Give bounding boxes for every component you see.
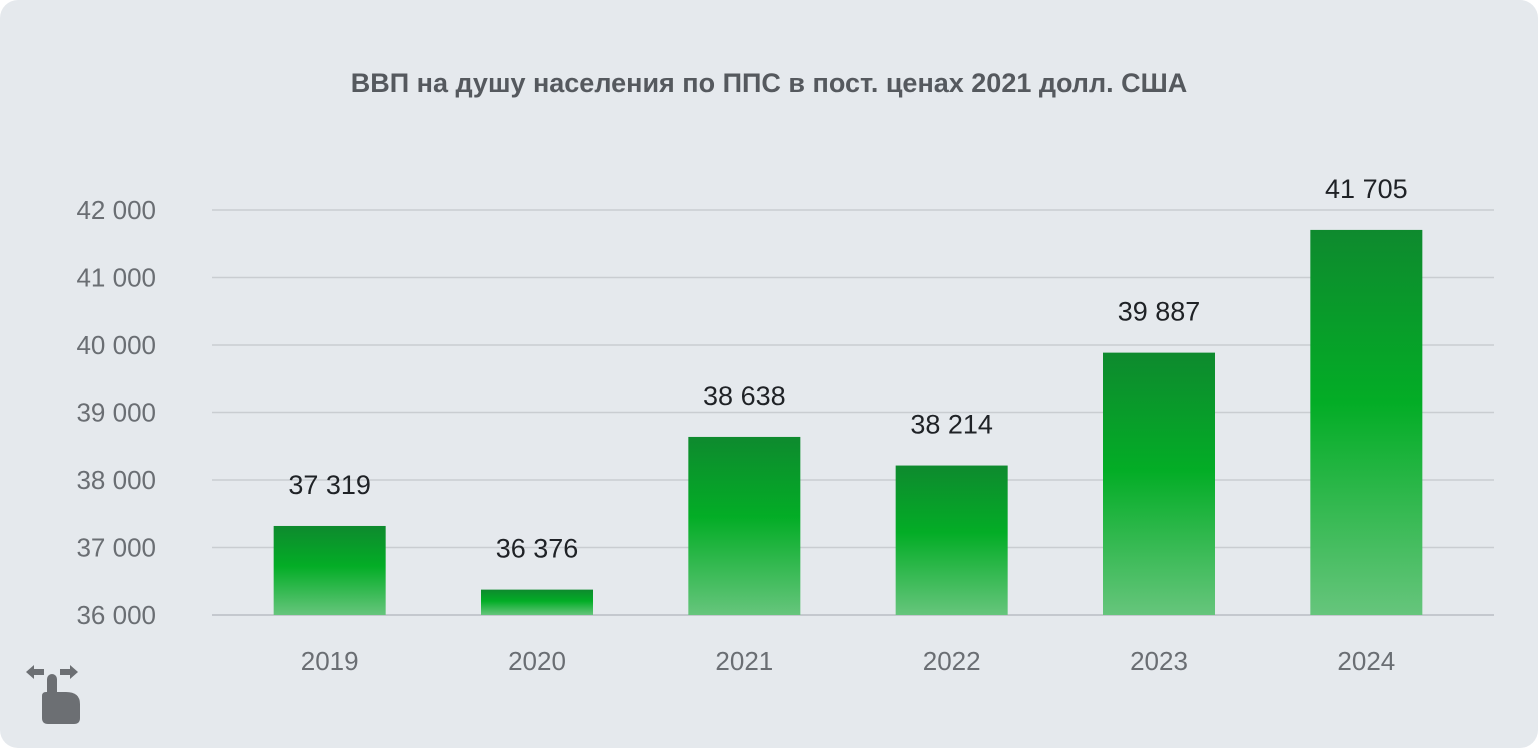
bar-2023 xyxy=(1103,352,1215,615)
y-tick-label: 42 000 xyxy=(76,195,156,225)
value-label-2020: 36 376 xyxy=(496,534,579,564)
chart-title: ВВП на душу населения по ППС в пост. цен… xyxy=(350,68,1188,98)
x-tick-label-2020: 2020 xyxy=(508,646,566,676)
value-label-2023: 39 887 xyxy=(1118,297,1201,327)
y-axis-ticks: 36 000 37 000 38 000 39 000 40 000 41 000 42 0… xyxy=(76,195,156,630)
value-label-2024: 41 705 xyxy=(1325,174,1408,204)
x-tick-label-2023: 2023 xyxy=(1130,646,1188,676)
grid-lines xyxy=(212,209,1494,616)
y-tick-label: 36 000 xyxy=(76,600,156,630)
bar-2024 xyxy=(1310,229,1423,615)
y-tick-label: 37 000 xyxy=(76,533,156,563)
x-tick-label-2021: 2021 xyxy=(715,646,773,676)
bar-2020 xyxy=(481,589,593,615)
value-label-2021: 38 638 xyxy=(703,381,786,411)
y-tick-label: 38 000 xyxy=(76,465,156,495)
x-tick-label-2024: 2024 xyxy=(1337,646,1395,676)
x-tick-label-2022: 2022 xyxy=(923,646,981,676)
swipe-gesture-icon xyxy=(26,665,80,724)
x-axis-ticks: 2019 2020 2021 2022 2023 2024 xyxy=(301,646,1396,676)
value-labels: 37 319 36 376 38 638 38 214 39 887 41 705 xyxy=(288,174,1407,564)
value-label-2022: 38 214 xyxy=(910,410,993,440)
y-tick-label: 40 000 xyxy=(76,330,156,360)
y-tick-label: 39 000 xyxy=(76,398,156,428)
bar-2019 xyxy=(273,525,386,615)
x-tick-label-2019: 2019 xyxy=(301,646,359,676)
bar-2021 xyxy=(688,436,801,615)
y-tick-label: 41 000 xyxy=(76,263,156,293)
bar-2022 xyxy=(895,465,1008,615)
bars xyxy=(273,229,1423,615)
value-label-2019: 37 319 xyxy=(288,470,371,500)
